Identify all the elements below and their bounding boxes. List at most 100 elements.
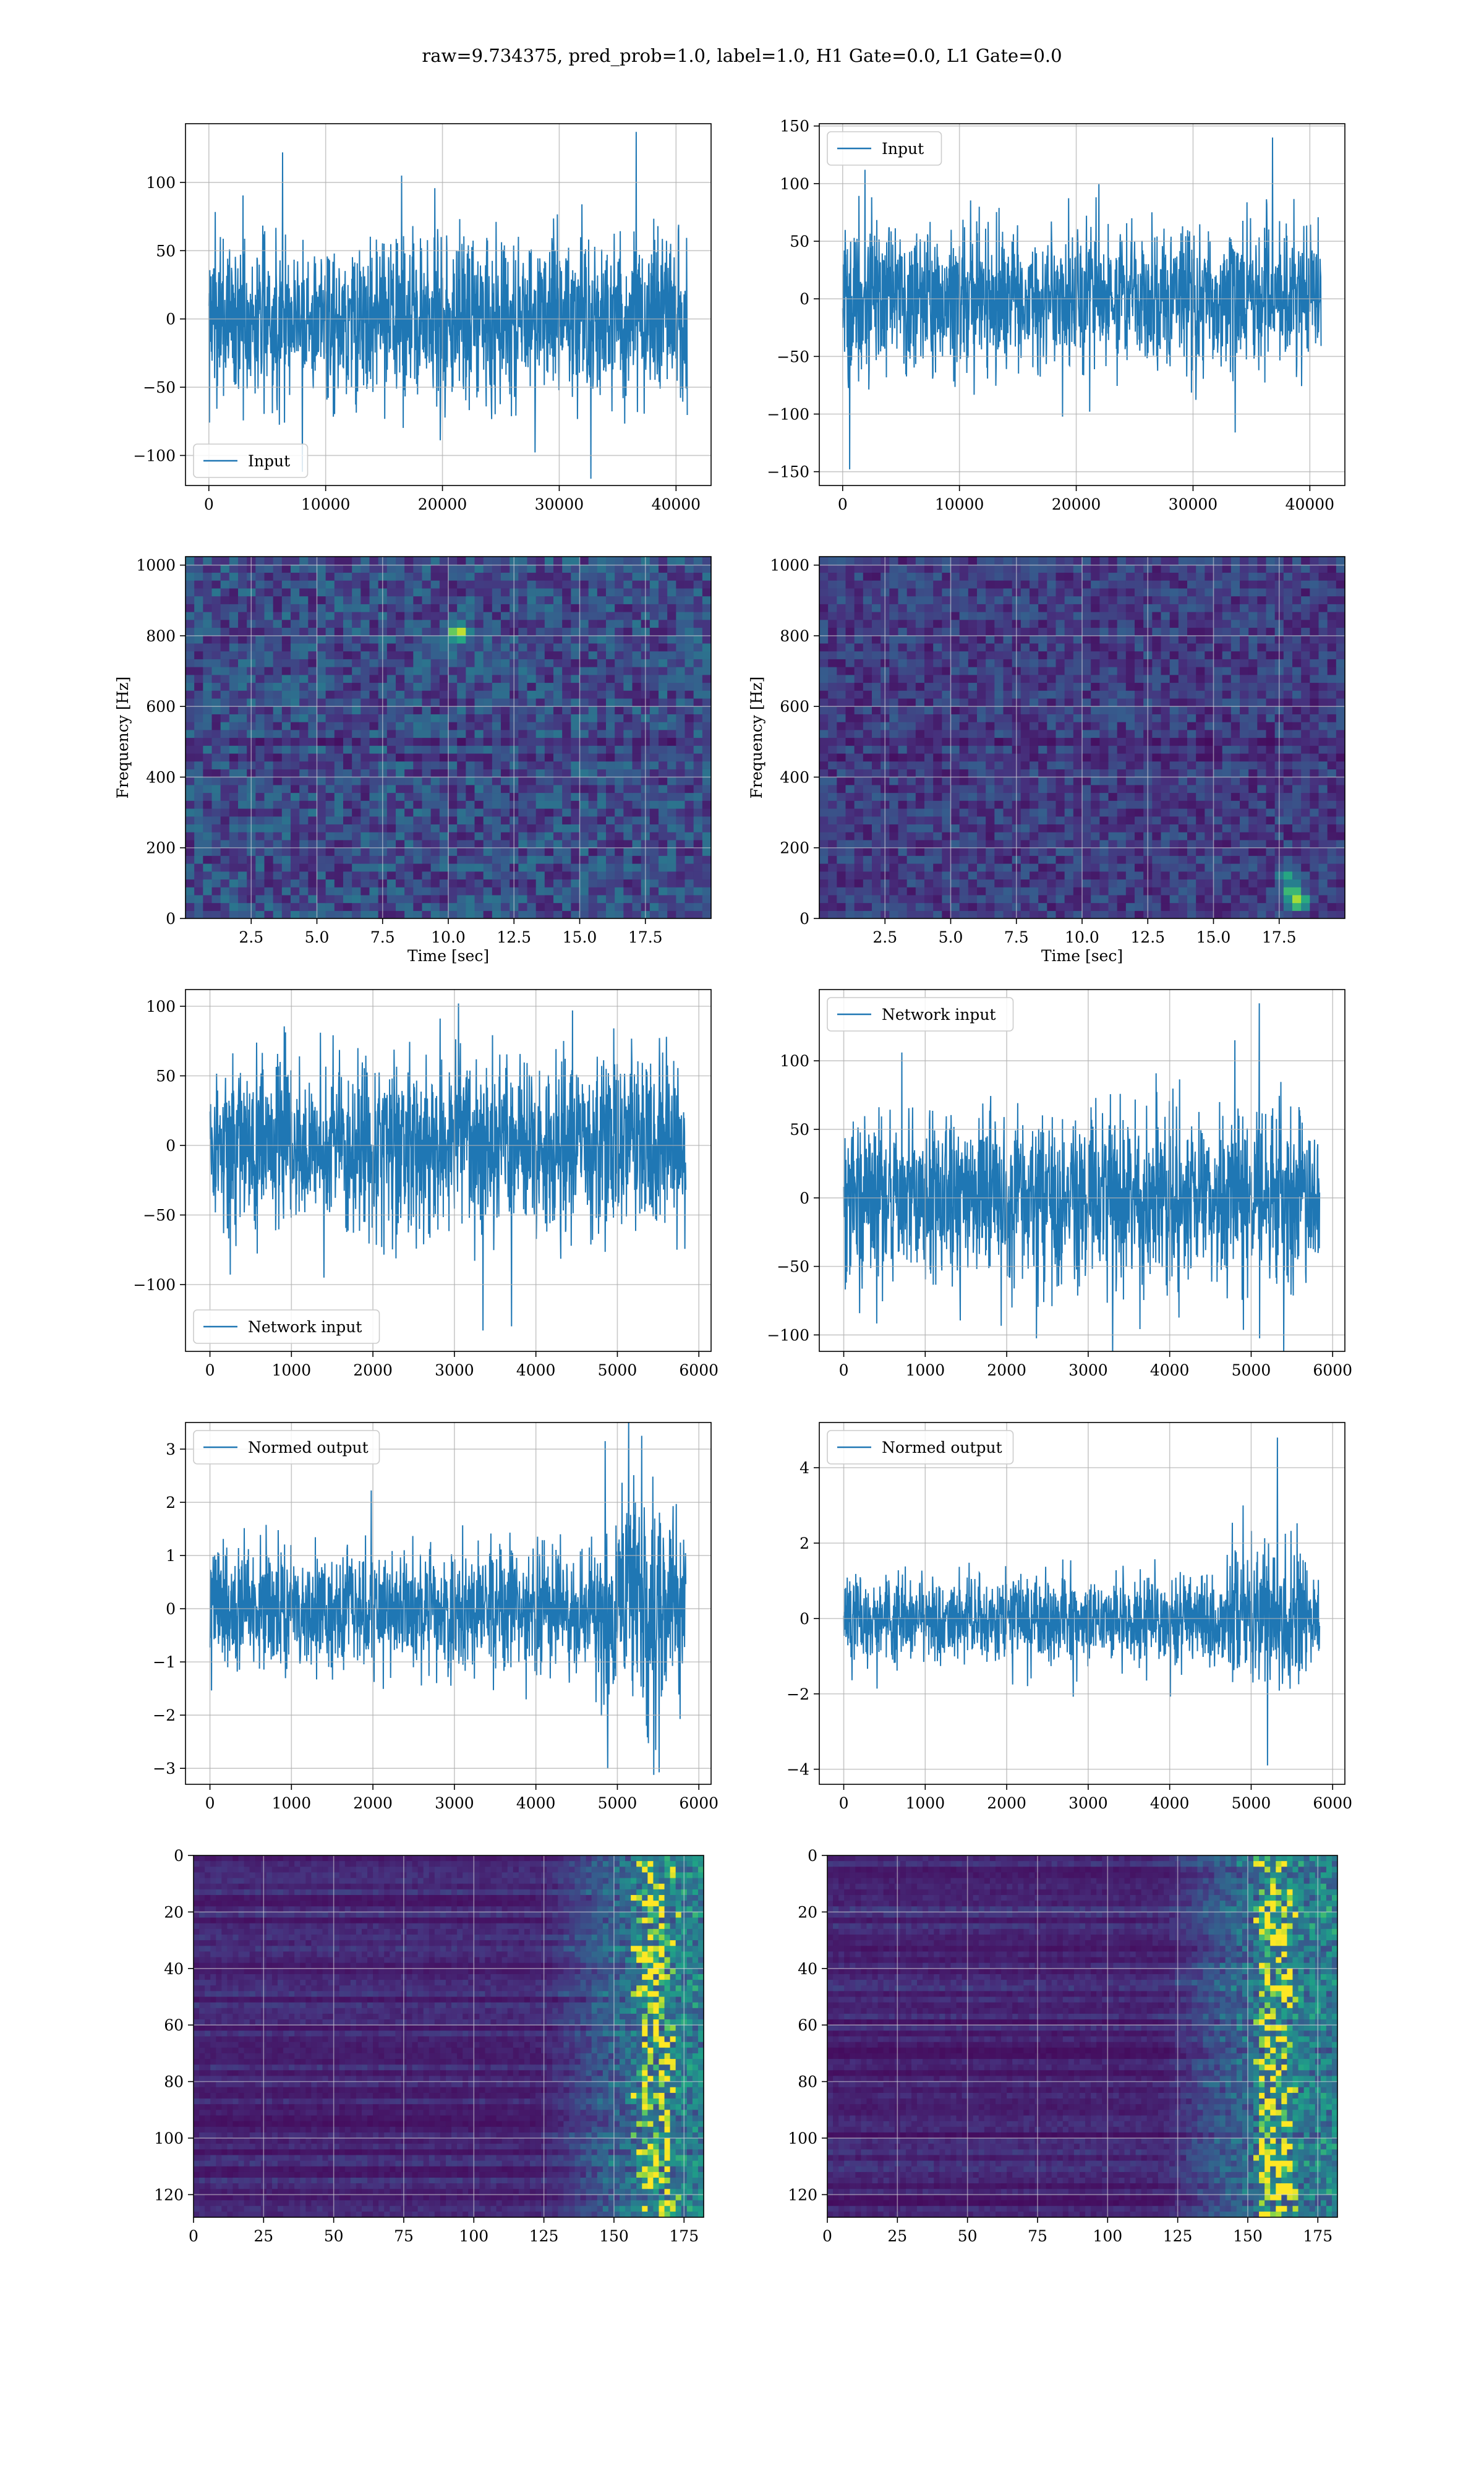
spectrogram-h1-cell — [360, 910, 370, 918]
spectrogram-h1-cell — [265, 612, 274, 620]
spectrogram-l1-cell — [968, 816, 978, 824]
spectrogram-l1-cell — [1284, 690, 1293, 698]
spectrogram-l1-cell — [1257, 745, 1266, 753]
spectrogram-h1-cell — [221, 761, 230, 769]
spectrogram-l1-cell — [933, 690, 942, 698]
spectrogram-l1-cell — [1336, 738, 1345, 746]
spectrogram-l1-cell — [1292, 871, 1302, 879]
spectrogram-h1-cell — [387, 777, 396, 785]
spectrogram-h1-cell — [396, 887, 405, 895]
spectrogram-l1-cell — [924, 745, 934, 753]
spectrogram-l1-cell — [1109, 738, 1118, 746]
spectrogram-h1-cell — [229, 635, 239, 643]
spectrogram-h1-cell — [440, 871, 449, 879]
spectrogram-l1-cell — [977, 855, 986, 863]
spectrogram-l1-cell — [1117, 895, 1127, 903]
spectrogram-l1-cell — [1336, 698, 1345, 706]
spectrogram-l1-cell — [828, 675, 837, 683]
spectrogram-h1-cell — [685, 627, 694, 635]
spectrogram-l1-cell — [1214, 659, 1223, 667]
spectrogram-l1-cell — [1126, 863, 1135, 871]
spectrogram-h1-cell — [448, 863, 458, 871]
spectrogram-h1-cell — [606, 588, 615, 596]
spectrogram-h1-cell — [518, 808, 527, 816]
spectrogram-h1-cell — [685, 588, 694, 596]
spectrogram-h1-cell — [553, 651, 563, 659]
spectrogram-h1-cell — [352, 832, 361, 840]
spectrogram-l1-cell — [1292, 793, 1302, 801]
spectrogram-h1-cell — [650, 675, 659, 683]
spectrogram-h1-cell — [352, 706, 361, 714]
spectrogram-h1-cell — [282, 895, 291, 903]
spectrogram-h1-cell — [422, 910, 432, 918]
spectrogram-h1-cell — [685, 840, 694, 848]
spectrogram-l1-cell — [977, 730, 986, 738]
spectrogram-h1-cell — [659, 895, 668, 903]
spectrogram-h1-cell — [484, 777, 493, 785]
spectrogram-l1-cell — [942, 793, 951, 801]
spectrogram-h1-cell — [589, 855, 598, 863]
spectrogram-l1-cell — [1205, 745, 1214, 753]
spectrogram-h1-cell — [352, 738, 361, 746]
spectrogram-l1-cell — [1047, 871, 1056, 879]
spectrogram-h1-cell — [360, 722, 370, 730]
spectrogram-l1-cell — [986, 675, 995, 683]
spectrogram-h1-cell — [633, 635, 642, 643]
spectrogram-l1-cell — [837, 855, 846, 863]
spectrogram-h1-cell — [501, 667, 510, 675]
spectrogram-h1-cell — [589, 903, 598, 911]
spectrogram-h1-cell — [606, 824, 615, 832]
spectrogram-l1-cell — [907, 738, 916, 746]
spectrogram-h1-cell — [702, 627, 712, 635]
spectrogram-l1-cell — [1004, 651, 1013, 659]
spectrogram-h1-cell — [475, 903, 484, 911]
spectrogram-l1-cell — [1214, 667, 1223, 675]
spectrogram-h1-cell — [553, 596, 563, 604]
spectrogram-h1-cell — [370, 604, 379, 612]
spectrogram-l1-cell — [1056, 698, 1065, 706]
spectrogram-l1-cell — [1065, 863, 1074, 871]
spectrogram-h1-cell — [571, 753, 580, 761]
spectrogram-l1-cell — [1021, 808, 1030, 816]
spectrogram-h1-cell — [553, 761, 563, 769]
spectrogram-l1-cell — [1152, 840, 1161, 848]
spectrogram-h1-cell — [291, 800, 300, 808]
spectrogram-h1-cell — [694, 730, 703, 738]
spectrogram-h1-cell — [597, 816, 607, 824]
spectrogram-l1-cell — [1170, 753, 1179, 761]
spectrogram-h1-cell — [580, 863, 589, 871]
spectrogram-l1-cell — [1240, 745, 1249, 753]
spectrogram-h1-cell — [317, 659, 326, 667]
spectrogram-h1-cell — [431, 887, 440, 895]
spectrogram-l1-cell — [1056, 651, 1065, 659]
spectrogram-l1-cell — [1301, 745, 1310, 753]
spectrogram-l1-cell — [960, 698, 969, 706]
spectrogram-h1-cell — [186, 808, 195, 816]
spectrogram-l1-cell — [1248, 659, 1258, 667]
spectrogram-h1-cell — [571, 808, 580, 816]
spectrogram-h1-cell — [484, 580, 493, 588]
spectrogram-h1-cell — [597, 620, 607, 628]
spectrogram-l1-cell — [819, 635, 829, 643]
spectrogram-l1-cell — [889, 753, 898, 761]
spectrogram-h1-cell — [633, 659, 642, 667]
spectrogram-l1-cell — [1336, 848, 1345, 856]
spectrogram-h1-cell — [484, 738, 493, 746]
spectrogram-l1-cell — [1301, 808, 1310, 816]
spectrogram-h1-cell — [536, 596, 545, 604]
spectrogram-h1-cell — [694, 675, 703, 683]
spectrogram-h1-cell — [440, 800, 449, 808]
spectrogram-h1-cell — [475, 714, 484, 722]
spectrogram-h1-cell — [413, 738, 422, 746]
spectrogram-l1-cell — [1038, 793, 1047, 801]
spectrogram-h1-cell — [562, 785, 571, 793]
spectrogram-h1-cell — [431, 785, 440, 793]
spectrogram-h1-cell — [457, 722, 466, 730]
spectrogram-h1-cell — [553, 557, 563, 565]
spectrogram-h1-cell — [448, 761, 458, 769]
spectrogram-h1-cell — [694, 635, 703, 643]
spectrogram-l1-cell — [1170, 793, 1179, 801]
spectrogram-l1-cell — [1179, 675, 1188, 683]
spectrogram-h1-cell — [255, 903, 265, 911]
spectrogram-h1-cell — [317, 722, 326, 730]
